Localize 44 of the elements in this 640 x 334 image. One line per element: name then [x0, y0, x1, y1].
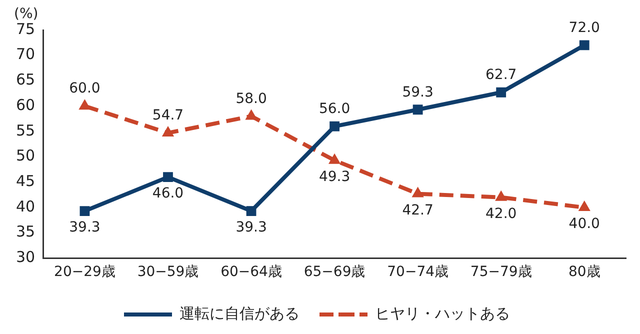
point: [328, 153, 341, 164]
data-label: 46.0: [152, 186, 184, 202]
point: [78, 99, 91, 110]
data-label: 59.3: [402, 84, 434, 100]
x-tick-label: 60−64歳: [220, 264, 282, 280]
point: [330, 121, 340, 132]
y-tick-label: 50: [16, 146, 36, 165]
x-tick-label: 20−29歳: [54, 264, 116, 280]
y-axis-title: (%): [14, 6, 38, 22]
y-tick-label: 30: [16, 248, 36, 266]
point: [496, 87, 506, 98]
point: [495, 190, 508, 201]
legend-label: ヒヤリ・ハットある: [375, 304, 510, 322]
point: [412, 104, 423, 115]
x-tick-label: 75−79歳: [470, 264, 532, 280]
x-tick-label: 80歳: [568, 264, 600, 280]
legend-label: 運転に自信がある: [180, 304, 300, 322]
point: [578, 200, 590, 211]
data-label: 54.7: [152, 108, 184, 124]
data-label: 42.0: [486, 206, 517, 222]
y-tick-label: 60: [16, 96, 36, 114]
data-label: 58.0: [236, 90, 267, 107]
data-label: 72.0: [568, 20, 600, 36]
data-label: 49.3: [318, 168, 350, 185]
x-tick-label: 70−74歳: [387, 264, 448, 280]
y-tick-label: 45: [16, 172, 36, 190]
point: [579, 40, 590, 50]
data-label: 42.7: [402, 202, 434, 218]
data-label: 60.0: [69, 80, 100, 97]
x-tick-label: 65−69歳: [304, 264, 366, 280]
y-tick-label: 55: [16, 121, 36, 140]
x-tick-label: 30−59歳: [137, 264, 199, 280]
data-label: 39.3: [69, 220, 100, 236]
point: [412, 186, 424, 198]
y-tick-label: 35: [16, 222, 36, 241]
data-label: 62.7: [486, 67, 517, 84]
y-tick-label: 75: [16, 20, 36, 38]
point: [162, 126, 174, 136]
data-label: 40.0: [568, 216, 600, 232]
y-tick-label: 40: [16, 197, 36, 216]
data-label: 56.0: [318, 100, 350, 117]
y-tick-label: 65: [16, 70, 36, 89]
data-label: 39.3: [236, 220, 267, 236]
y-tick-label: 70: [16, 45, 36, 64]
